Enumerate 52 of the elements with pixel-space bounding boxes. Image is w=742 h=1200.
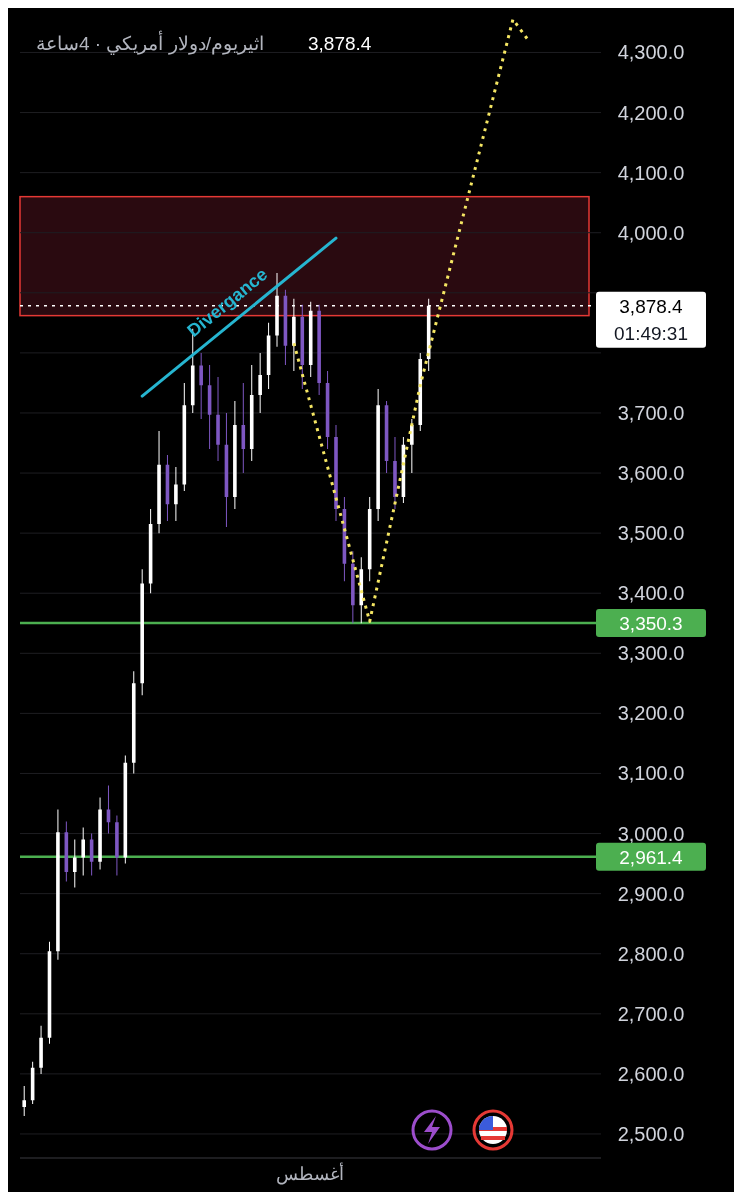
- y-tick-label: 4,000.0: [617, 221, 685, 244]
- candlestick: [106, 785, 111, 834]
- y-tick-label: 3,300.0: [617, 642, 685, 665]
- text: اثيريوم/دولار أمريكي · 4ساعة: [36, 30, 265, 55]
- candlestick: [199, 352, 203, 419]
- text: أغسطس: [276, 1162, 344, 1185]
- candlestick: [418, 352, 423, 431]
- candlestick: [115, 815, 119, 876]
- candlestick: [359, 557, 364, 624]
- ref-line-label: 3,350.3: [619, 613, 683, 635]
- candlestick: [275, 272, 279, 347]
- candlestick: [258, 352, 262, 413]
- candlestick: [376, 388, 380, 522]
- candlestick: [140, 569, 144, 696]
- y-tick-label: 3,400.0: [617, 582, 685, 605]
- candlestick: [72, 839, 77, 888]
- candlestick: [351, 551, 355, 624]
- y-tick-label: 4,200.0: [617, 101, 685, 124]
- y-tick-label: 3,200.0: [617, 702, 685, 725]
- candlestick: [39, 1025, 43, 1074]
- candlestick: [393, 437, 397, 510]
- y-tick-label: 3,100.0: [617, 762, 685, 785]
- y-tick-label: 4,300.0: [617, 41, 685, 64]
- ref-line-label: 2,961.4: [619, 846, 684, 868]
- y-tick-label: 3,600.0: [617, 462, 685, 485]
- y-tick-label: 2,600.0: [617, 1062, 685, 1085]
- candlestick: [300, 304, 305, 389]
- candlestick: [233, 400, 237, 510]
- candlestick: [174, 467, 178, 522]
- candlestick: [334, 424, 338, 522]
- candlestick: [56, 809, 60, 960]
- y-tick-label: 2,900.0: [617, 882, 685, 905]
- candlestick: [410, 418, 414, 474]
- ref-line-label: 3,878.4: [619, 295, 684, 317]
- text: 3,878.4: [308, 33, 372, 54]
- candlestick: [241, 382, 246, 474]
- candlestick: [81, 827, 85, 876]
- candlestick: [216, 376, 220, 462]
- candlestick: [157, 430, 161, 534]
- candlestick: [317, 304, 321, 395]
- y-tick-label: 3,700.0: [617, 401, 685, 424]
- candlestick: [131, 671, 136, 774]
- y-tick-label: 3,000.0: [617, 822, 685, 845]
- candlestick: [98, 797, 102, 870]
- y-tick-label: 2,500.0: [617, 1122, 685, 1145]
- candlestick: [249, 364, 254, 462]
- candlestick: [22, 1085, 27, 1116]
- y-tick-label: 3,500.0: [617, 522, 685, 545]
- text: 01:49:31: [614, 322, 688, 344]
- y-tick-label: 4,100.0: [617, 161, 685, 184]
- y-tick-label: 2,800.0: [617, 942, 685, 965]
- y-tick-label: 2,700.0: [617, 1002, 685, 1025]
